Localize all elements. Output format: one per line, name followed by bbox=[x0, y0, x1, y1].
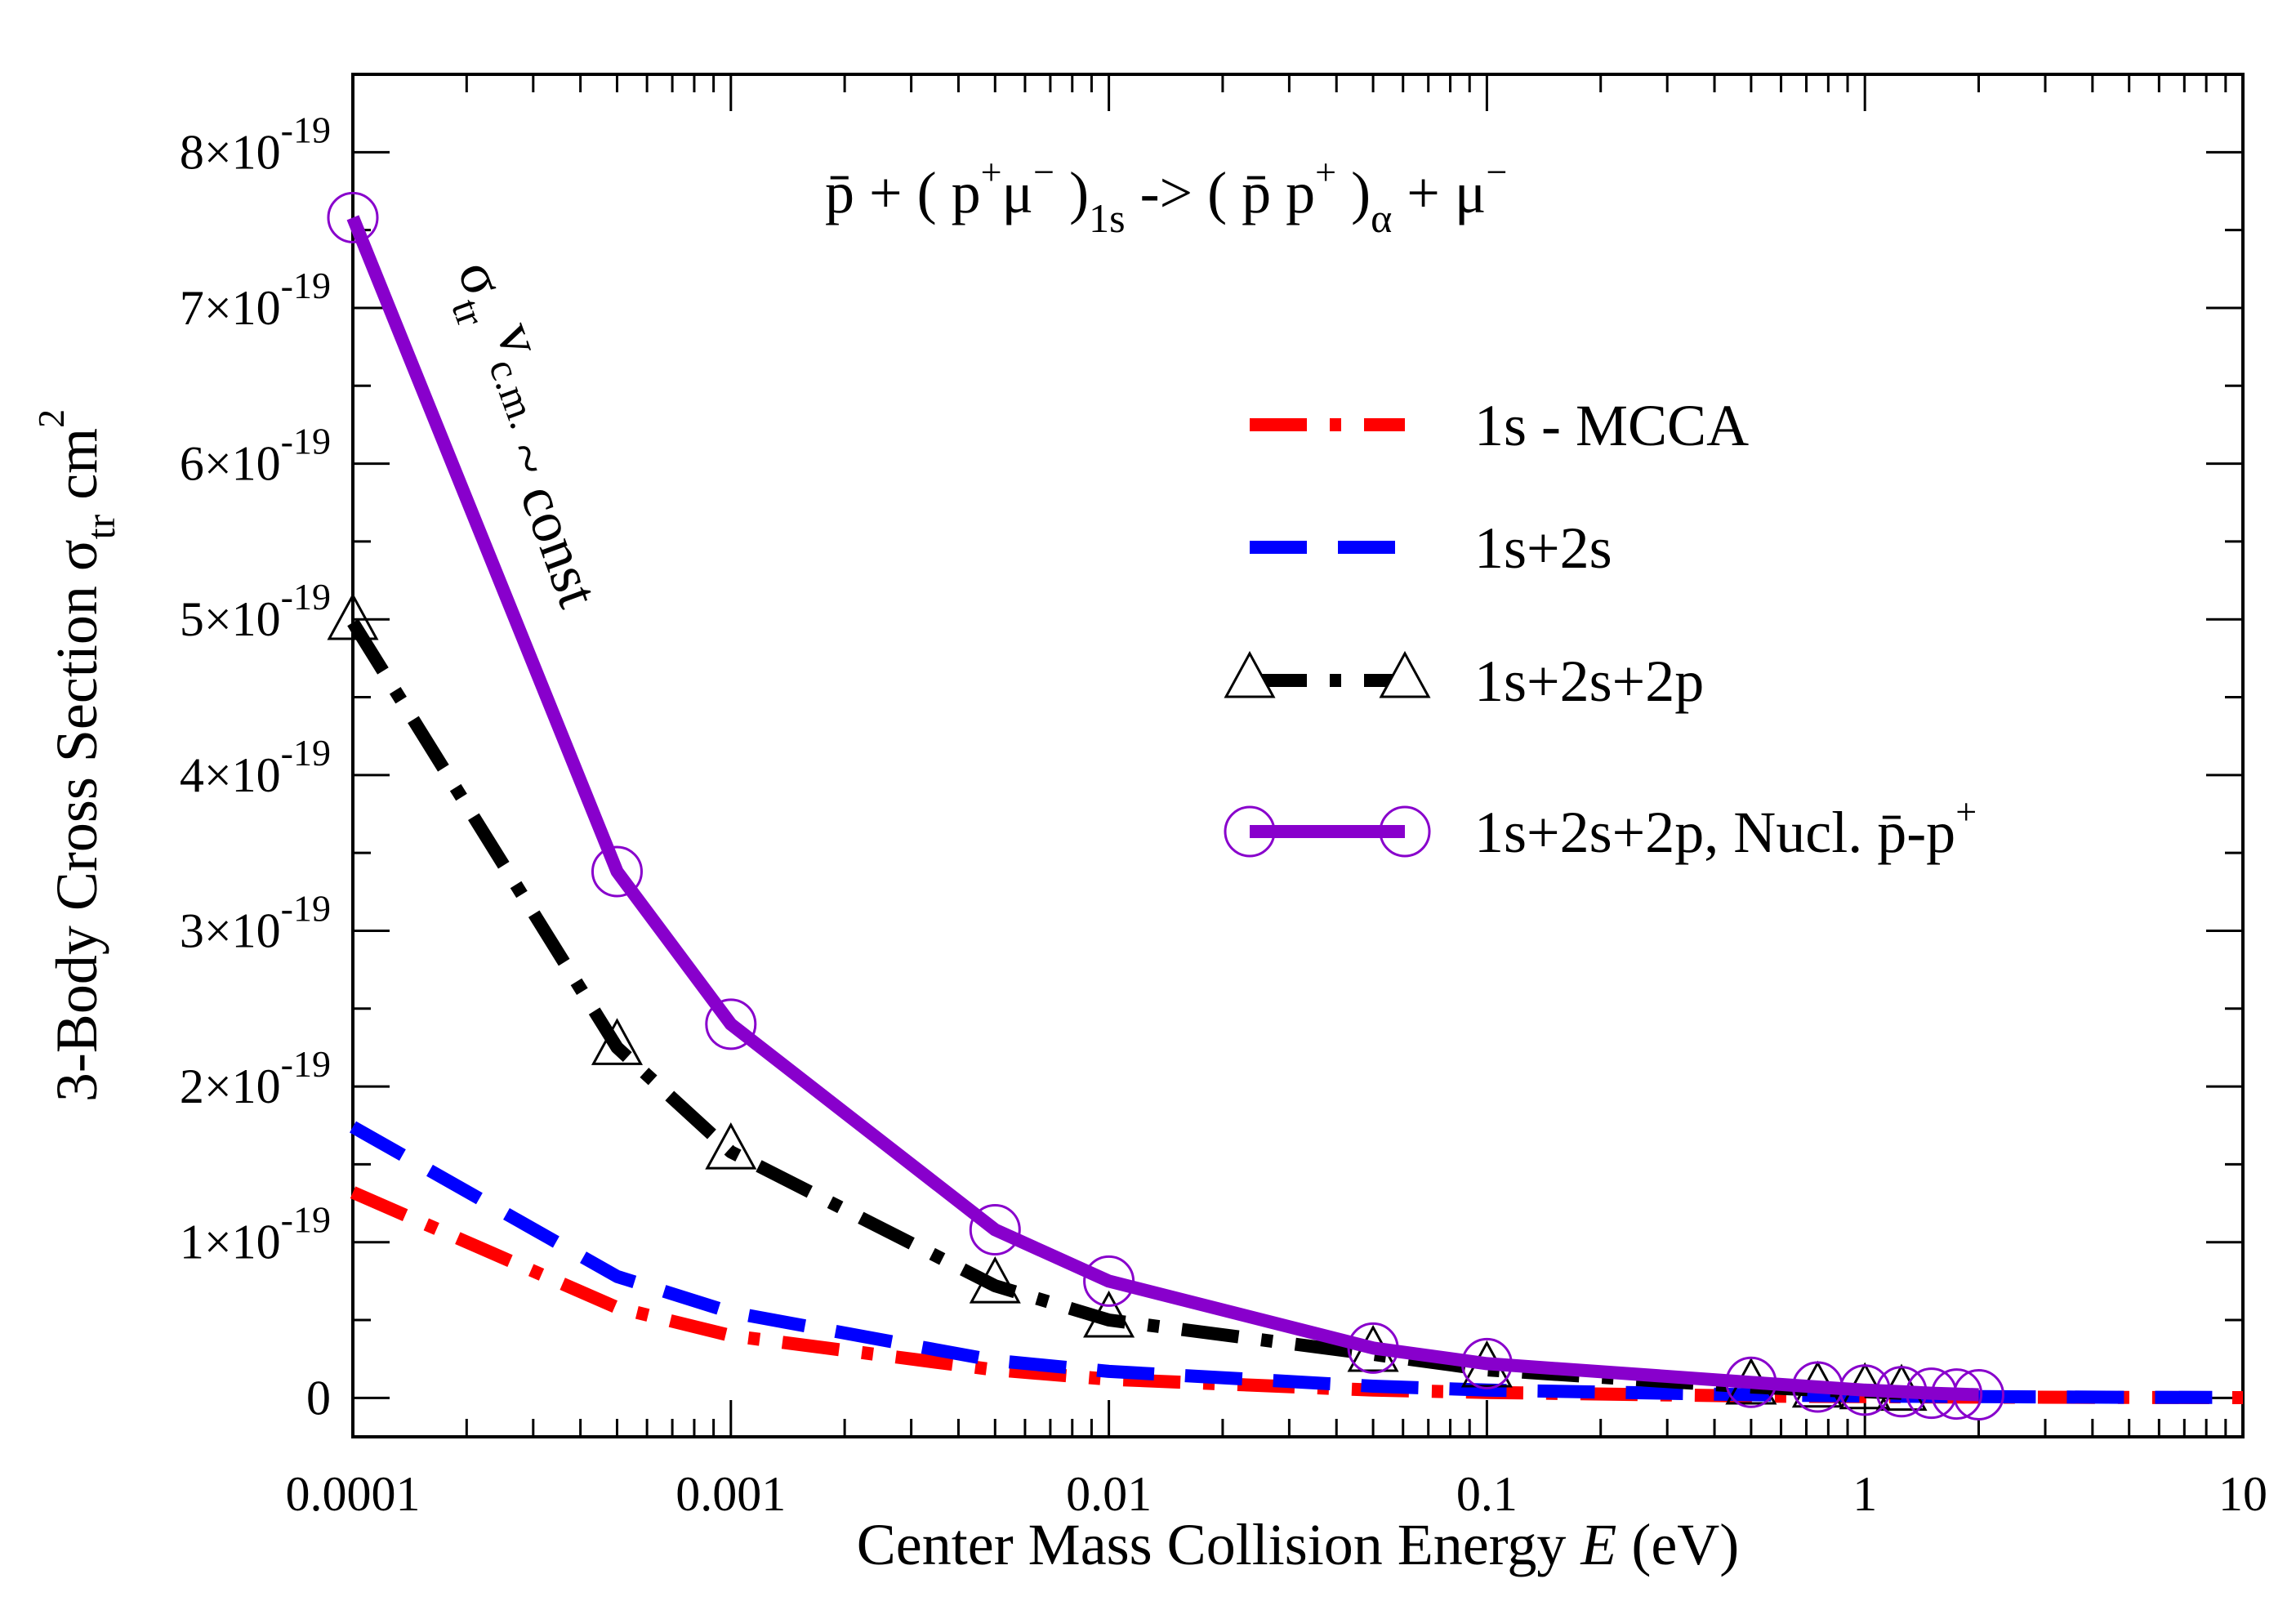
x-tick-label: 10 bbox=[2218, 1467, 2267, 1521]
data-point-circle bbox=[1839, 1364, 1891, 1416]
y-tick-label: 3×10-19 bbox=[180, 887, 331, 957]
x-tick-label: 0.0001 bbox=[286, 1467, 421, 1521]
legend-label-1s2s: 1s+2s bbox=[1474, 515, 1612, 581]
data-point-triangle bbox=[705, 1122, 757, 1170]
x-tick-label: 0.01 bbox=[1066, 1467, 1152, 1521]
data-point-circle bbox=[591, 845, 643, 898]
x-tick-label: 0.001 bbox=[675, 1467, 786, 1521]
data-point-circle bbox=[1083, 1255, 1135, 1307]
legend-label-mcca: 1s - MCCA bbox=[1474, 393, 1749, 458]
legend-label-1s2s2p: 1s+2s+2p bbox=[1474, 649, 1704, 714]
legend-triangle-icon-left bbox=[1224, 650, 1276, 698]
legend-entry-nucl: 1s+2s+2p, Nucl. p̄-p+ bbox=[1224, 791, 1977, 865]
series-line-2 bbox=[347, 618, 1902, 1400]
data-point-circle bbox=[1906, 1367, 1958, 1420]
x-tick-label: 1 bbox=[1852, 1467, 1877, 1521]
legend-entry-1s2s: 1s+2s bbox=[1250, 515, 1612, 581]
legend: 1s - MCCA 1s+2s 1s+2s+2p 1s+2s+2p, Nucl.… bbox=[1224, 393, 1977, 865]
y-tick-label: 5×10-19 bbox=[180, 576, 331, 646]
data-point-circle bbox=[1953, 1369, 2005, 1421]
data-point-triangle bbox=[969, 1255, 1021, 1304]
series-line-0 bbox=[350, 1186, 2244, 1404]
data-point-triangle bbox=[591, 1018, 644, 1065]
data-point-circle bbox=[1460, 1337, 1513, 1389]
data-point-circle bbox=[1347, 1322, 1399, 1374]
x-axis-title: Center Mass Collision Energy E (eV) bbox=[857, 1512, 1740, 1577]
sigma-v-annotation: σtr vc.m. ~ const bbox=[428, 247, 642, 615]
series-layer bbox=[327, 191, 2244, 1421]
legend-entry-mcca: 1s - MCCA bbox=[1250, 393, 1749, 458]
y-tick-label: 6×10-19 bbox=[180, 421, 331, 491]
tick-labels: 0.0001 0.001 0.01 0.1 1 10 0 1×10-19 2×10-19 3×10… bbox=[180, 109, 2267, 1521]
series-line-1 bbox=[350, 1121, 2244, 1404]
data-point-circle bbox=[969, 1203, 1021, 1255]
y-tick-label: 7×10-19 bbox=[180, 265, 331, 335]
axis-ticks bbox=[351, 74, 2245, 1437]
y-tick-label: 2×10-19 bbox=[180, 1043, 331, 1113]
legend-label-nucl: 1s+2s+2p, Nucl. p̄-p+ bbox=[1474, 791, 1977, 865]
legend-triangle-icon-right bbox=[1379, 650, 1431, 698]
data-point-circle bbox=[1791, 1361, 1843, 1413]
reaction-equation: p̄ + ( p+μ− )1s -> ( p̄ p+ )α + μ− bbox=[825, 151, 1507, 241]
legend-circle-icon-left bbox=[1224, 805, 1276, 858]
data-point-circle bbox=[1931, 1368, 1983, 1420]
y-tick-label: 8×10-19 bbox=[180, 109, 331, 179]
y-tick-label: 0 bbox=[306, 1371, 331, 1425]
data-point-triangle bbox=[1083, 1290, 1135, 1338]
data-point-triangle bbox=[327, 592, 379, 640]
legend-entry-1s2s2p: 1s+2s+2p bbox=[1224, 649, 1704, 714]
legend-circle-icon-right bbox=[1379, 805, 1431, 858]
data-point-circle bbox=[1725, 1356, 1777, 1408]
data-point-circle bbox=[327, 191, 379, 243]
data-point-circle bbox=[1875, 1366, 1928, 1418]
y-axis-title: 3-Body Cross Section σtr cm2 bbox=[30, 409, 123, 1102]
y-tick-label: 1×10-19 bbox=[180, 1199, 331, 1269]
data-point-circle bbox=[705, 998, 757, 1050]
plot-frame bbox=[351, 73, 2245, 1438]
y-tick-label: 4×10-19 bbox=[180, 732, 331, 802]
x-tick-label: 0.1 bbox=[1456, 1467, 1518, 1521]
